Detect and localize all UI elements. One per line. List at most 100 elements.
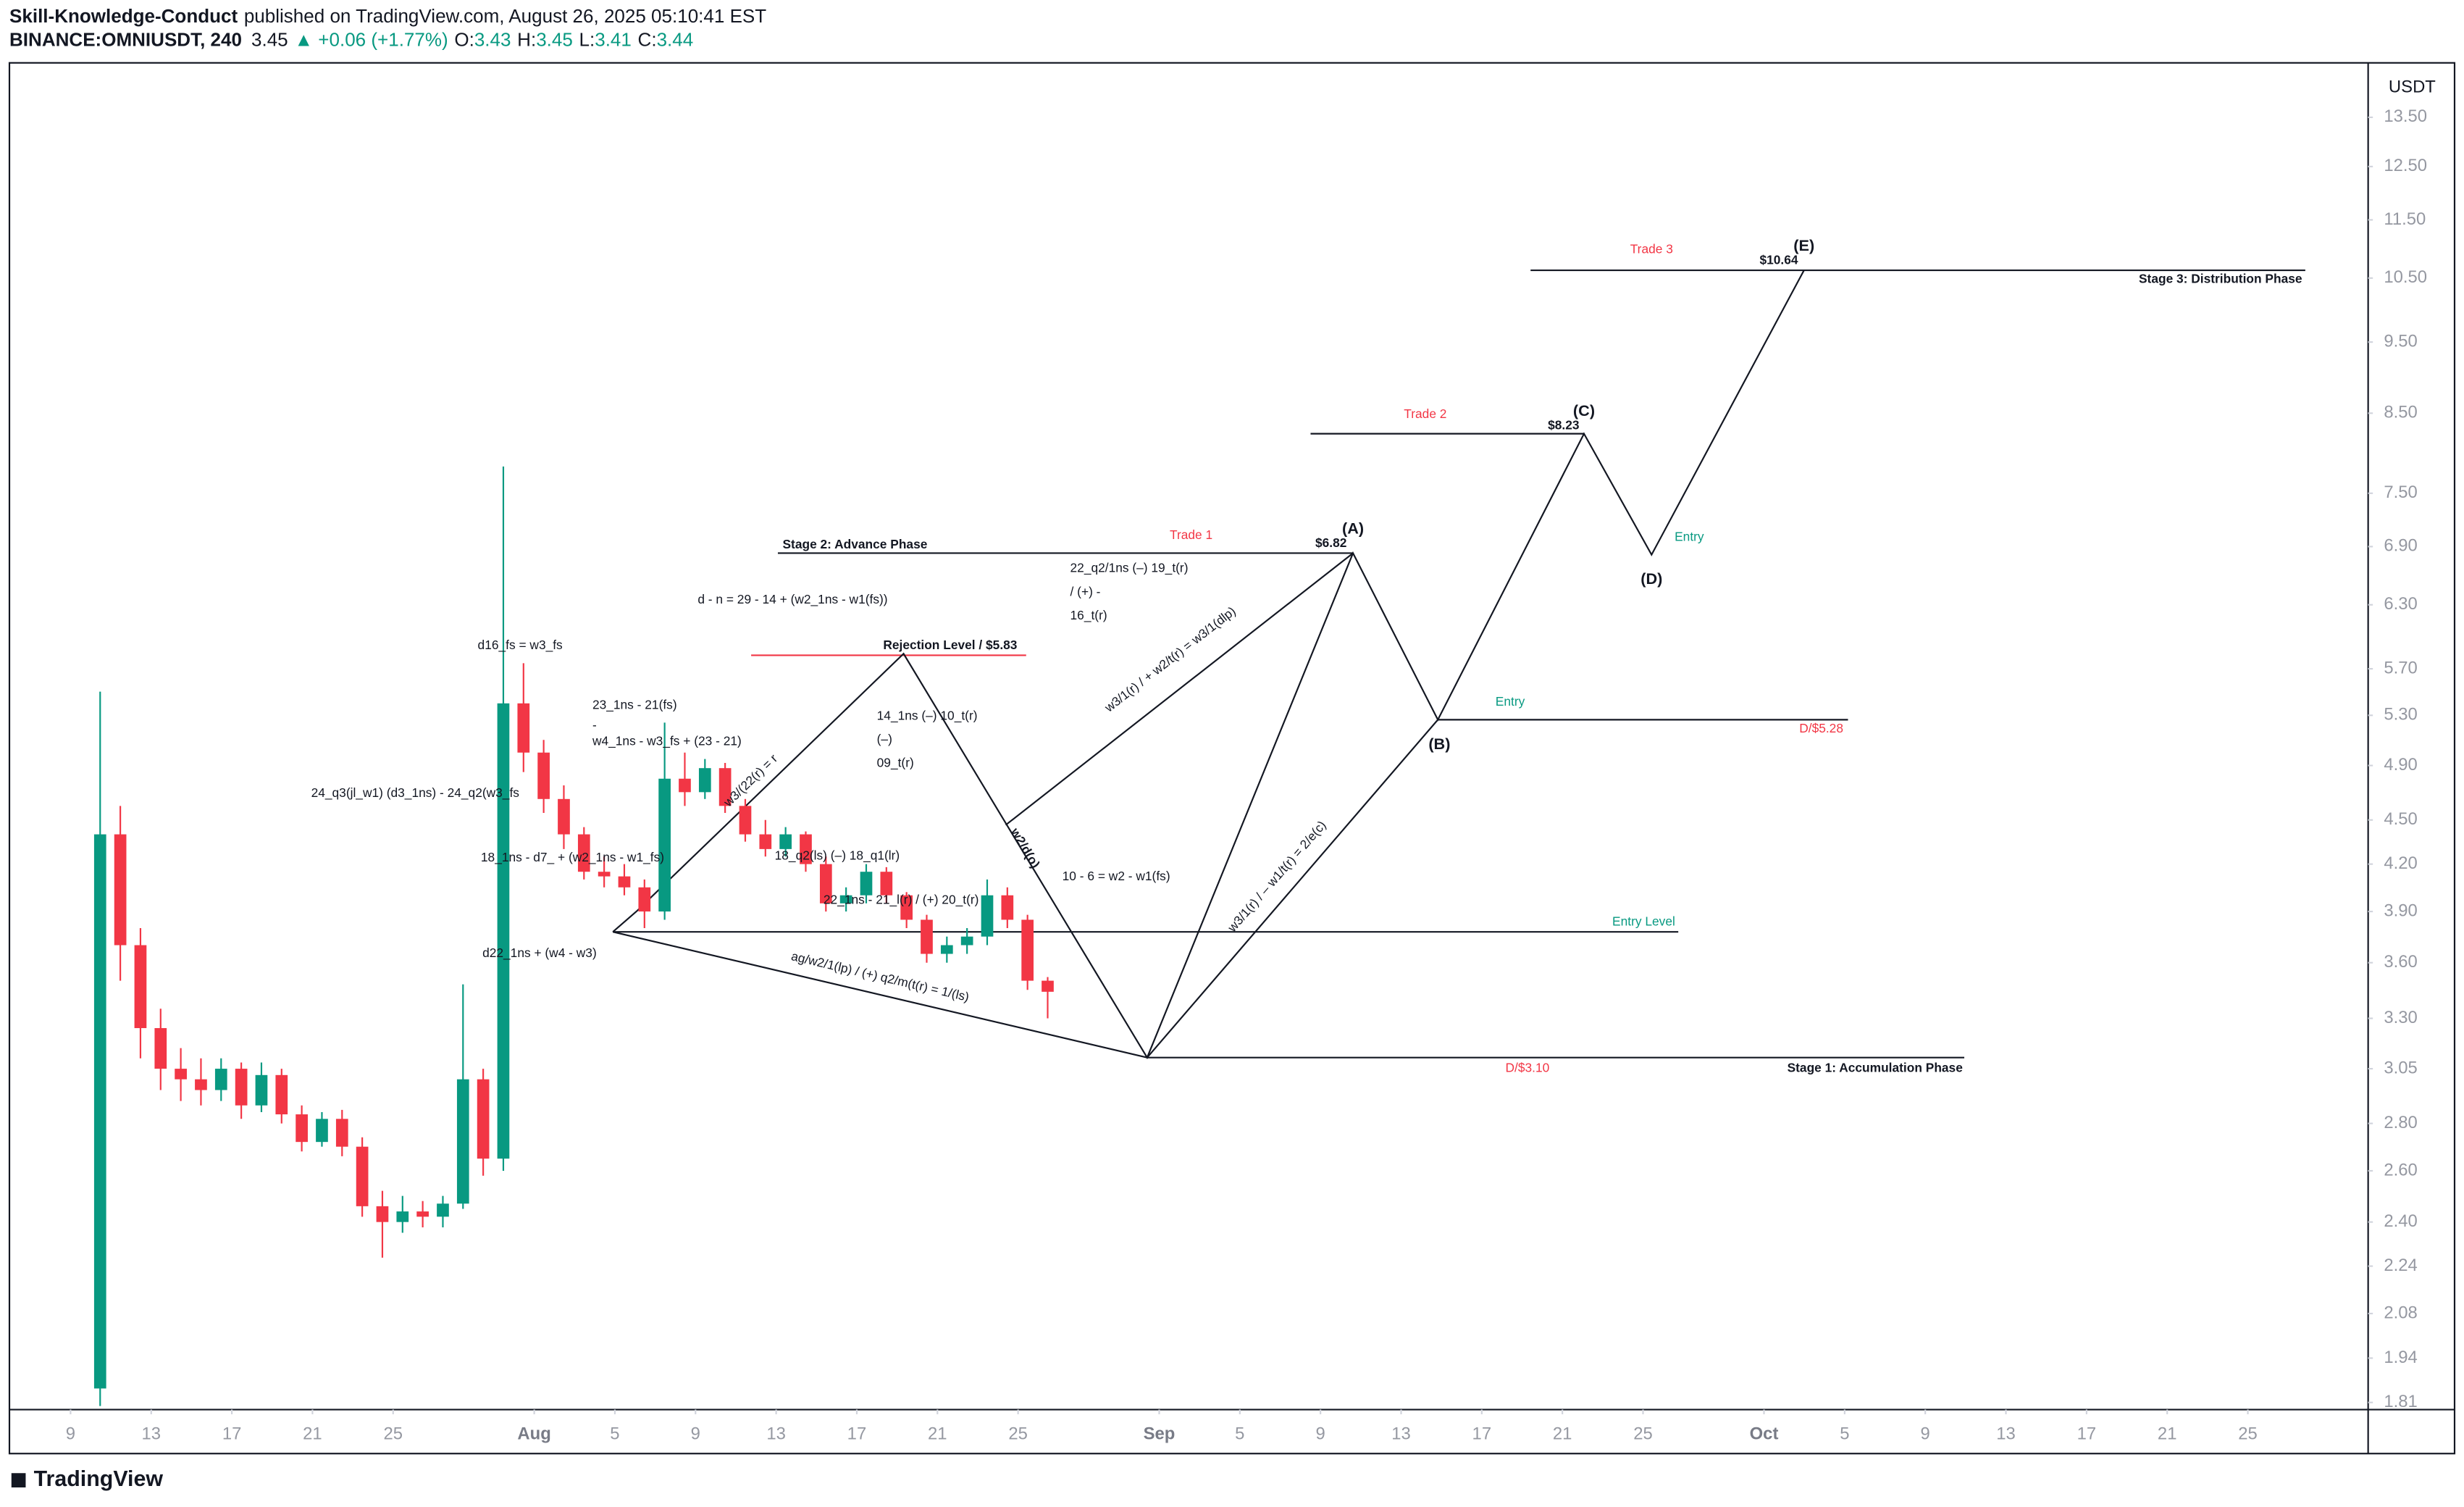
annotation: d - n = 29 - 14 + (w2_1ns - w1(fs)) — [697, 592, 887, 606]
x-tick-label: 21 — [1553, 1424, 1572, 1444]
candle-body — [1001, 895, 1014, 920]
candle-body — [839, 895, 852, 903]
y-tick-label: 4.20 — [2384, 853, 2417, 873]
close-label: C: — [638, 28, 657, 50]
high-value: 3.45 — [536, 28, 573, 50]
candle-body — [114, 834, 127, 945]
last-price: 3.45 — [251, 28, 288, 50]
close-value: 3.44 — [657, 28, 694, 50]
annotation: D/$5.28 — [1799, 721, 1843, 735]
y-tick-label: 7.50 — [2384, 483, 2417, 502]
candle-body — [679, 778, 691, 793]
open-value: 3.43 — [474, 28, 511, 50]
annotation: Rejection Level / $5.83 — [883, 638, 1017, 652]
x-tick-label: 17 — [2077, 1424, 2097, 1444]
candle-body — [93, 834, 106, 1389]
candle-body — [638, 887, 651, 912]
x-tick-label: 5 — [1840, 1424, 1849, 1444]
candle-body — [376, 1206, 389, 1222]
candle-body — [316, 1119, 328, 1143]
x-tick-label: 25 — [2238, 1424, 2258, 1444]
candle-body — [921, 919, 933, 954]
candle-body — [134, 945, 147, 1029]
candle-body — [195, 1079, 207, 1090]
candle-body — [860, 872, 873, 896]
x-tick-label: 17 — [1472, 1424, 1492, 1444]
annotation: (E) — [1793, 236, 1814, 254]
candle-body — [396, 1211, 409, 1222]
candle-body — [739, 806, 752, 835]
open-label: O: — [454, 28, 474, 50]
y-tick-label: 12.50 — [2384, 156, 2427, 175]
y-tick-label: 8.50 — [2384, 403, 2417, 422]
annotation: $10.64 — [1760, 253, 1798, 267]
annotation: (D) — [1640, 569, 1662, 588]
candle-body — [598, 872, 611, 877]
candle-body — [437, 1203, 449, 1217]
candle-body — [800, 834, 812, 864]
candle-body — [779, 834, 792, 849]
annotation: w4_1ns - w3_fs + (23 - 21) — [592, 733, 742, 748]
y-tick-label: 6.90 — [2384, 536, 2417, 556]
annotation: 18_q2(ls) (–) 18_q1(lr) — [775, 848, 900, 863]
y-tick-label: 5.70 — [2384, 658, 2417, 677]
annotation: $8.23 — [1548, 417, 1580, 432]
y-tick-label: 6.30 — [2384, 594, 2417, 614]
candle-body — [718, 768, 732, 806]
header-line-1: Skill-Knowledge-Conduct published on Trad… — [9, 5, 766, 27]
y-tick-label: 3.30 — [2384, 1008, 2417, 1027]
candle-body — [497, 703, 510, 1159]
y-tick-label: 10.50 — [2384, 267, 2427, 287]
annotation: - — [592, 718, 597, 732]
x-tick-label: 5 — [610, 1424, 619, 1444]
candle-body — [658, 778, 671, 912]
x-tick-label: 25 — [1633, 1424, 1653, 1444]
candle-body — [618, 876, 631, 888]
candle-body — [175, 1069, 187, 1080]
y-tick-label: 13.50 — [2384, 107, 2427, 126]
low-value: 3.41 — [595, 28, 632, 50]
candle-body — [517, 703, 530, 753]
x-tick-label: 13 — [766, 1424, 786, 1444]
x-tick-label: 9 — [1921, 1424, 1930, 1444]
currency: USDT — [2389, 78, 2436, 97]
annotation: 09_t(r) — [877, 756, 914, 770]
candles — [93, 466, 1054, 1406]
x-tick-label: 13 — [141, 1424, 161, 1444]
candle-body — [416, 1211, 429, 1217]
x-tick-label: 21 — [303, 1424, 322, 1444]
candle-body — [235, 1069, 248, 1106]
candle-body — [335, 1119, 348, 1147]
candle-body — [981, 895, 994, 937]
candle-body — [356, 1146, 369, 1206]
symbol: BINANCE:OMNIUSDT, 240 — [9, 28, 242, 50]
y-tick-label: 2.80 — [2384, 1113, 2417, 1132]
annotation: 10 - 6 = w2 - w1(fs) — [1063, 869, 1170, 883]
annotation: (C) — [1573, 401, 1595, 419]
candle-body — [214, 1069, 227, 1090]
annotation: 24_q3(jl_w1) (d3_1ns) - 24_q2(w3_fs — [311, 785, 520, 800]
annotation: 18_1ns - d7_ + (w2_1ns - w1_fs) — [481, 850, 664, 864]
x-tick-label: 25 — [1008, 1424, 1028, 1444]
candle-body — [759, 834, 772, 849]
y-tick-label: 9.50 — [2384, 331, 2417, 351]
low-label: L: — [579, 28, 595, 50]
y-tick-label: 2.60 — [2384, 1160, 2417, 1180]
annotation: D/$3.10 — [1506, 1060, 1550, 1074]
annotation: 22_q2/1ns (–) 19_t(r) — [1070, 561, 1189, 575]
published: published on TradingView.com, August 26,… — [244, 5, 766, 27]
annotation: (B) — [1428, 735, 1450, 753]
x-tick-label: 13 — [1996, 1424, 2016, 1444]
y-tick-label: 2.40 — [2384, 1211, 2417, 1231]
annotation: $6.82 — [1315, 535, 1346, 550]
annotation: d16_fs = w3_fs — [478, 638, 563, 652]
wave-channel-upper — [1005, 552, 1354, 826]
x-tick-label: Oct — [1750, 1424, 1779, 1444]
candle-body — [698, 768, 711, 793]
annotation: Stage 2: Advance Phase — [782, 537, 927, 551]
candle-body — [477, 1079, 490, 1159]
drawings — [612, 269, 2305, 1060]
annotation: 14_1ns (–) 10_t(r) — [877, 709, 978, 723]
annotation: Entry Level — [1612, 914, 1675, 929]
logo-text: TradingView — [34, 1467, 164, 1491]
